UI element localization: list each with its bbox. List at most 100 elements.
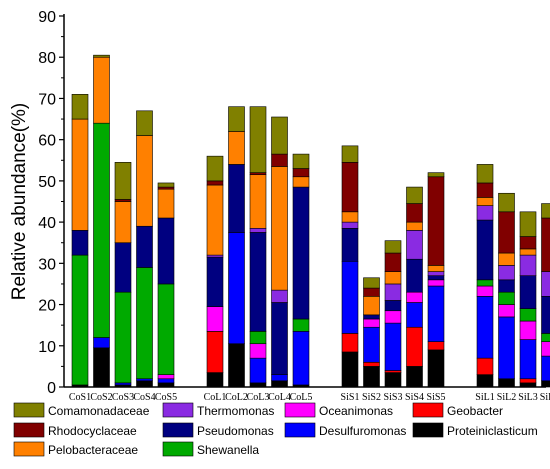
legend-label-oceanimonas: Oceanimonas xyxy=(319,404,393,418)
bar-segment-col1-geobacter xyxy=(206,331,224,373)
y-tick-label-0: 0 xyxy=(47,380,56,397)
y-tick-label-10: 10 xyxy=(38,339,56,356)
bar-segment-col5-rhodocyclaceae xyxy=(292,168,310,178)
bar-segment-sis5-desulfuromonas xyxy=(427,285,445,342)
bar-segment-col2-comamonadaceae xyxy=(228,106,245,132)
bar-segment-sil1-geobacter xyxy=(476,357,494,375)
bar-segment-sil3-pelobacteraceae xyxy=(519,248,537,256)
legend-swatch-desulfuromonas xyxy=(284,422,316,438)
x-tick-label-sil1: SiL1 xyxy=(475,392,494,403)
bar-segment-cos5-oceanimonas xyxy=(157,374,175,380)
x-tick-label-cos2: CoS2 xyxy=(90,392,112,403)
x-tick-label-col3: CoL3 xyxy=(247,392,270,403)
bar-segment-cos1-pelobacteraceae xyxy=(71,118,89,231)
bar-segment-cos3-rhodocyclaceae xyxy=(114,199,132,202)
bar-segment-sis2-oceanimonas xyxy=(363,318,380,328)
bar-segment-col1-thermomonas xyxy=(206,254,224,258)
legend-label-shewanella: Shewanella xyxy=(197,443,259,457)
y-tick-label-60: 60 xyxy=(38,133,56,150)
bar-segment-sis5-proteiniclasticum xyxy=(427,349,445,388)
bar-segment-sis3-desulfuromonas xyxy=(384,322,402,371)
legend: Comamonadaceae Thermomonas Oceanimonas Geob… xyxy=(13,402,538,457)
bar-segment-sis4-pelobacteraceae xyxy=(406,221,423,231)
x-tick-label-col5: CoL5 xyxy=(290,392,313,403)
bar-segment-sil2-proteiniclasticum xyxy=(498,378,515,388)
bar-segment-sil3-rhodocyclaceae xyxy=(519,236,537,250)
bar-segment-col3-desulfuromonas xyxy=(249,357,267,384)
legend-label-thermomonas: Thermomonas xyxy=(197,404,274,418)
legend-label-rhodocyclaceae: Rhodocyclaceae xyxy=(48,424,137,438)
bar-segment-sil2-desulfuromonas xyxy=(498,316,515,380)
bar-segment-sis3-oceanimonas xyxy=(384,310,402,324)
bar-segment-cos3-comamonadaceae xyxy=(114,162,132,200)
bar-segment-sil1-shewanella xyxy=(476,279,494,287)
bar-segment-cos3-pseudomonas xyxy=(114,242,132,293)
bar-segment-col3-thermomonas xyxy=(249,227,267,233)
bar-segment-sil1-pelobacteraceae xyxy=(476,197,494,206)
bar-segment-sil1-comamonadaceae xyxy=(476,164,494,184)
bar-segment-col5-shewanella xyxy=(292,318,310,332)
bar-segment-col3-pelobacteraceae xyxy=(249,174,267,229)
bar-segment-sil3-thermomonas xyxy=(519,254,537,276)
bar-segment-col5-comamonadaceae xyxy=(292,153,310,169)
x-tick-label-cos4: CoS4 xyxy=(133,392,155,403)
bar-segment-sis3-thermomonas xyxy=(384,283,402,301)
bar-segment-cos3-shewanella xyxy=(114,291,132,384)
bar-segment-sis5-comamonadaceae xyxy=(427,172,445,178)
x-tick-label-sil2: SiL2 xyxy=(497,392,516,403)
bar-segment-col2-proteiniclasticum xyxy=(228,343,245,388)
x-tick-label-sil3: SiL3 xyxy=(518,392,537,403)
bar-segment-sis2-pseudomonas xyxy=(363,314,380,320)
bar-segment-sil1-oceanimonas xyxy=(476,285,494,297)
bar-segment-sil3-shewanella xyxy=(519,308,537,322)
bar-segment-cos4-pseudomonas xyxy=(136,225,153,268)
bar-segment-cos5-pseudomonas xyxy=(157,217,175,285)
bar-segment-sis2-comamonadaceae xyxy=(363,277,380,289)
bar-segment-cos4-proteiniclasticum xyxy=(136,380,153,388)
bar-segment-sis4-pseudomonas xyxy=(406,258,423,293)
bar-segment-sis5-geobacter xyxy=(427,341,445,351)
bar-segment-sis4-comamonadaceae xyxy=(406,186,423,204)
bar-segment-sis4-rhodocyclaceae xyxy=(406,203,423,223)
legend-swatch-shewanella xyxy=(162,441,194,457)
bar-segment-col1-pseudomonas xyxy=(206,256,224,307)
bar-segment-sil3-comamonadaceae xyxy=(519,211,537,237)
legend-swatch-pelobacteraceae xyxy=(13,441,45,457)
bar-segment-sis2-pelobacteraceae xyxy=(363,296,380,316)
legend-label-desulfuromonas: Desulfuromonas xyxy=(319,424,406,438)
bar-segment-sis3-proteiniclasticum xyxy=(384,372,402,388)
bar-segment-sis3-pelobacteraceae xyxy=(384,271,402,285)
bar-segment-sis4-proteiniclasticum xyxy=(406,366,423,388)
bar-segment-sil4-pseudomonas xyxy=(541,296,550,334)
bar-segment-col5-pseudomonas xyxy=(292,186,310,320)
bar-segment-col5-desulfuromonas xyxy=(292,331,310,386)
bar-segment-sil3-pseudomonas xyxy=(519,275,537,309)
y-tick-label-30: 30 xyxy=(38,256,56,273)
bar-segment-cos3-pelobacteraceae xyxy=(114,201,132,244)
y-tick-label-70: 70 xyxy=(38,91,56,108)
bar-segment-col1-rhodocyclaceae xyxy=(206,180,224,186)
bar-segment-cos1-pseudomonas xyxy=(71,230,89,256)
bar-segment-sil1-rhodocyclaceae xyxy=(476,182,494,198)
bar-segment-cos3-desulfuromonas xyxy=(114,382,132,386)
bar-segment-sis3-comamonadaceae xyxy=(384,240,402,254)
x-tick-label-col1: CoL1 xyxy=(204,392,227,403)
bar-segment-cos5-shewanella xyxy=(157,283,175,375)
bar-segment-cos5-desulfuromonas xyxy=(157,378,175,384)
bar-segment-col1-pelobacteraceae xyxy=(206,184,224,256)
bar-segment-cos5-rhodocyclaceae xyxy=(157,186,175,190)
bar-segment-sil2-thermomonas xyxy=(498,265,515,281)
bar-segment-col4-desulfuromonas xyxy=(271,374,288,382)
bar-segment-cos1-comamonadaceae xyxy=(71,94,89,120)
bar-segment-col2-pelobacteraceae xyxy=(228,131,245,165)
bar-segment-sil2-shewanella xyxy=(498,291,515,305)
x-tick-label-cos3: CoS3 xyxy=(112,392,134,403)
bar-segment-sil4-thermomonas xyxy=(541,271,550,297)
bar-segment-sis1-proteiniclasticum xyxy=(341,351,359,388)
bar-segment-cos4-desulfuromonas xyxy=(136,378,153,382)
x-tick-label-cos1: CoS1 xyxy=(69,392,91,403)
x-tick-label-col2: CoL2 xyxy=(225,392,248,403)
bar-segment-sis1-geobacter xyxy=(341,333,359,353)
bar-segment-sis5-oceanimonas xyxy=(427,279,445,287)
bar-segment-sis4-thermomonas xyxy=(406,230,423,260)
